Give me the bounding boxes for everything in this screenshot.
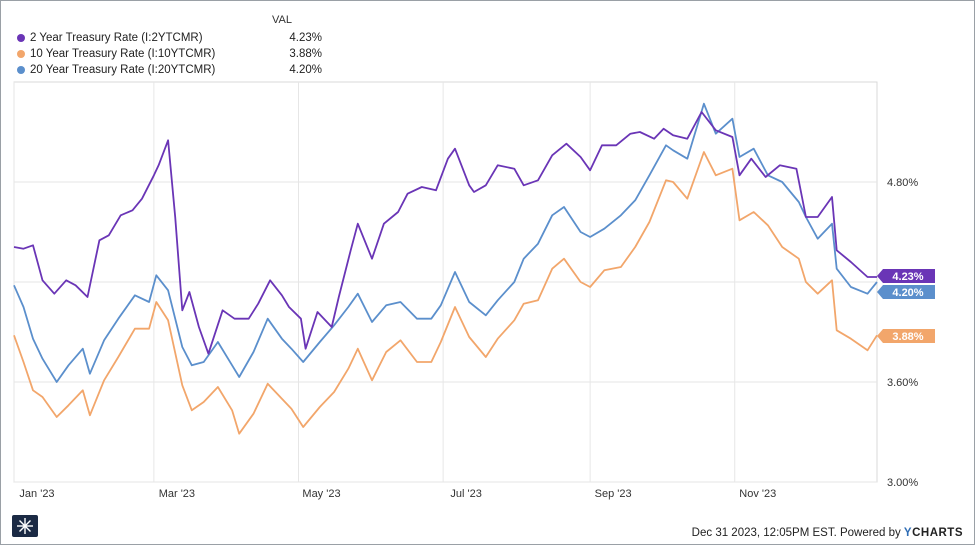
y-tick-label: 3.60% xyxy=(887,377,918,389)
x-tick-label: May '23 xyxy=(302,488,340,500)
series-line-2 xyxy=(13,102,878,383)
end-value-label: 4.23% xyxy=(892,271,923,283)
series-dot-icon xyxy=(17,50,25,58)
end-value-badge: 4.23% xyxy=(877,269,935,283)
legend-item-value: 4.23% xyxy=(289,32,322,44)
end-value-label: 3.88% xyxy=(892,331,923,343)
legend-item-label: 2 Year Treasury Rate (I:2YTCMR) xyxy=(30,32,203,44)
footer-credit: Dec 31 2023, 12:05PM EST. Powered by YCH… xyxy=(692,527,963,539)
x-tick-label: Mar '23 xyxy=(159,488,195,500)
legend-item-value: 3.88% xyxy=(289,48,322,60)
legend-value-header: VAL xyxy=(272,14,292,26)
ycharts-brand[interactable]: YCHARTS xyxy=(904,527,963,539)
footer-timestamp: Dec 31 2023, 12:05PM EST. Powered by xyxy=(691,527,904,539)
series-line-0 xyxy=(13,111,877,355)
ycharts-logo-icon xyxy=(12,515,38,537)
x-tick-label: Jan '23 xyxy=(19,488,54,500)
y-tick-label: 4.80% xyxy=(887,177,918,189)
end-value-badge: 3.88% xyxy=(877,329,935,343)
x-tick-label: Sep '23 xyxy=(595,488,632,500)
series-dot-icon xyxy=(17,66,25,74)
legend-item-label: 20 Year Treasury Rate (I:20YTCMR) xyxy=(30,64,216,76)
series-line-1 xyxy=(13,151,878,435)
end-value-label: 4.20% xyxy=(892,287,923,299)
x-tick-label: Nov '23 xyxy=(739,488,776,500)
x-tick-label: Jul '23 xyxy=(450,488,481,500)
brand-y: Y xyxy=(903,527,913,539)
y-tick-label: 3.00% xyxy=(887,477,918,489)
series-dot-icon xyxy=(17,34,25,42)
brand-rest: CHARTS xyxy=(912,527,963,539)
legend-item-value: 4.20% xyxy=(289,64,322,76)
end-value-badge: 4.20% xyxy=(877,285,935,299)
legend-item-label: 10 Year Treasury Rate (I:10YTCMR) xyxy=(30,48,216,60)
